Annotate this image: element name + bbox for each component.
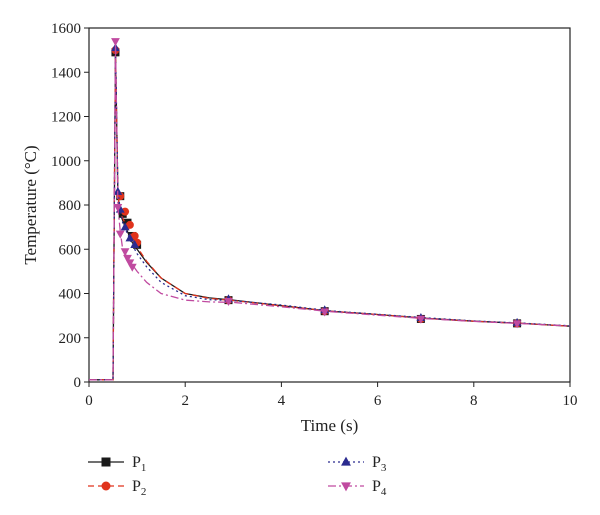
series-p3 [89, 43, 571, 381]
data-point-marker [125, 233, 135, 242]
data-point-marker [416, 315, 426, 324]
x-tick-label: 2 [181, 393, 189, 409]
legend-item-p2: P2 [88, 478, 146, 498]
series-line [89, 41, 571, 381]
legend-marker [101, 457, 111, 467]
data-point-marker [130, 231, 139, 240]
series-p1 [89, 48, 571, 381]
y-tick-label: 200 [59, 331, 82, 347]
legend-item-p4: P4 [328, 478, 387, 498]
x-tick-label: 6 [374, 393, 382, 409]
plot-frame [88, 27, 571, 383]
data-point-marker [111, 38, 120, 47]
x-axis-title: Time (s) [301, 416, 358, 435]
y-tick-label: 600 [59, 242, 82, 258]
series-line [89, 47, 571, 381]
data-point-marker [512, 320, 522, 329]
legend-item-p1: P1 [88, 454, 146, 474]
data-point-marker [125, 220, 134, 229]
series-p4 [89, 38, 571, 381]
y-tick-label: 1000 [51, 154, 81, 170]
data-point-marker [224, 298, 233, 307]
data-point-marker [121, 207, 130, 216]
legend-marker [341, 456, 351, 466]
data-point-marker [120, 248, 130, 257]
data-point-marker [123, 254, 132, 263]
x-tick-label: 8 [470, 393, 478, 409]
legend-label: P2 [132, 478, 146, 498]
x-tick-label: 0 [85, 393, 93, 409]
legend-item-p3: P3 [328, 454, 387, 474]
legend-label: P3 [372, 454, 387, 474]
y-tick-label: 1600 [51, 21, 81, 37]
data-point-marker [125, 259, 135, 268]
series-p2 [89, 46, 571, 381]
legend-marker [101, 481, 111, 491]
data-point-marker [115, 230, 125, 239]
y-tick-label: 1400 [51, 65, 81, 81]
y-tick-label: 400 [59, 287, 82, 303]
y-axis-title: Temperature (°C) [21, 145, 40, 264]
y-tick-label: 1200 [51, 110, 81, 126]
data-point-marker [120, 222, 130, 231]
legend-marker [341, 482, 351, 492]
legend-label: P4 [372, 478, 387, 498]
x-tick-label: 4 [278, 393, 286, 409]
legend-label: P1 [132, 454, 146, 474]
y-tick-label: 0 [74, 375, 82, 391]
y-tick-label: 800 [59, 198, 82, 214]
data-point-marker [113, 204, 123, 213]
axes: 0 2 4 6 8 10 0 200 400 600 800 1000 1200 1400 1600 Time… [21, 21, 578, 435]
data-point-marker [127, 263, 137, 272]
series-line [89, 50, 571, 381]
series-line [89, 52, 571, 381]
data-point-marker [320, 308, 330, 317]
legend: P1 P2 P3 P4 [88, 454, 387, 498]
data-point-marker [130, 240, 140, 249]
series-layer [89, 38, 571, 381]
x-tick-label: 10 [563, 393, 578, 409]
